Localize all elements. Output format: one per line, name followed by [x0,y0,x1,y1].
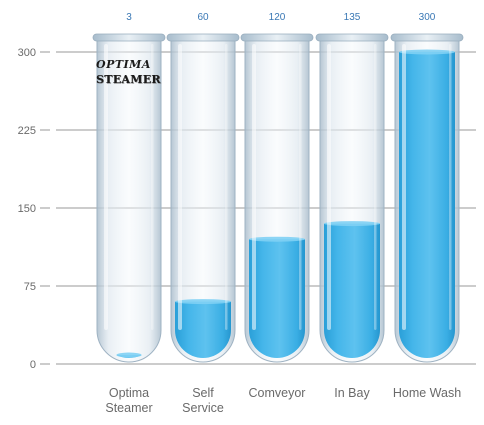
liquid-surface [324,221,380,227]
liquid-surface [249,236,305,242]
category-label: In Bay [334,386,370,400]
tube-highlight [252,44,256,330]
category-label: Self Service [182,386,224,415]
tube-highlight [374,44,377,330]
value-label: 60 [197,12,209,23]
tube-rim [166,33,240,42]
y-tick-label: 75 [24,281,36,293]
value-label: 135 [344,12,361,23]
category-label-line: Optima [109,386,149,400]
category-label-line: Service [182,401,224,415]
y-tick-label: 225 [18,125,36,137]
category-label: Home Wash [393,386,461,400]
liquid-surface [175,299,231,305]
category-label-line: Comveyor [249,386,306,400]
optima-steamer-logo: OPTIMA STEAMER [92,58,162,94]
tube-glass [170,37,236,363]
tube-rim [240,33,314,42]
tube-highlight [104,44,108,330]
logo-line-2: STEAMER [96,73,161,86]
category-label-line: Steamer [105,401,152,415]
value-label: 300 [419,12,436,23]
liquid-bar [324,223,380,358]
category-label-line: Self [192,386,214,400]
tube-highlight [449,44,452,330]
logo-line-1: OPTIMA [96,58,151,71]
y-tick-label: 300 [18,47,36,59]
tube-highlight [402,44,406,330]
tube-highlight [327,44,331,330]
liquid-bar [175,301,231,358]
tube-rim [315,33,389,42]
y-tick-label: 0 [30,359,36,371]
tube-highlight [151,44,154,330]
value-label: 3 [126,12,132,23]
liquid-surface [399,49,455,55]
tube-glass [96,37,162,363]
category-label: Comveyor [249,386,306,400]
tube-rim [390,33,464,42]
category-label-line: Home Wash [393,386,461,400]
category-label-line: In Bay [334,386,370,400]
y-tick-label: 150 [18,203,36,215]
liquid-bar [399,52,455,358]
liquid-bar [249,239,305,358]
liquid-surface [116,352,142,358]
tube-rim [92,33,166,42]
category-label: Optima Steamer [105,386,152,415]
tube-highlight [299,44,302,330]
tube-highlight [178,44,182,330]
value-label: 120 [269,12,286,23]
tube-highlight [225,44,228,330]
